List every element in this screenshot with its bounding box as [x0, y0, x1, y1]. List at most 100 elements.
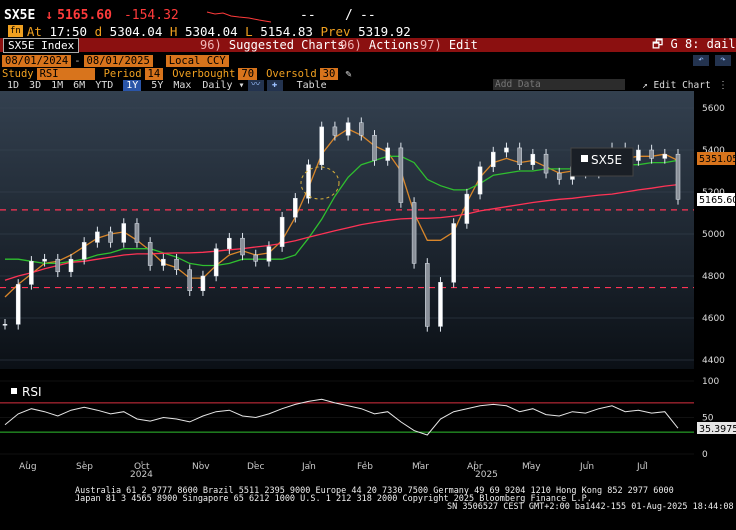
prev-label: Prev	[320, 23, 351, 39]
range-button-ytd[interactable]: YTD	[95, 79, 114, 91]
candle-body	[359, 122, 364, 136]
range-button-1d[interactable]: 1D	[7, 79, 20, 91]
oversold-field[interactable]: 30	[319, 67, 339, 80]
rsi-panel-bg	[0, 373, 694, 463]
candle-body	[279, 216, 285, 247]
month-tick-label: Mar	[412, 462, 429, 472]
candle-body	[425, 263, 430, 327]
last-price-tag-bg	[697, 193, 735, 206]
candle-body	[200, 275, 206, 291]
rsi-tick-label: 100	[702, 377, 719, 387]
bid-ask-dash: --	[300, 7, 316, 23]
end-date-field[interactable]: 08/01/2025	[83, 54, 153, 67]
candle-body	[95, 231, 100, 243]
candle-body	[491, 151, 496, 168]
low-label: L	[245, 23, 253, 39]
rsi-swatch	[11, 388, 17, 394]
legend-label: SX5E	[591, 153, 622, 167]
candle-body	[372, 135, 377, 161]
period-field[interactable]: 14	[144, 67, 164, 80]
suggested-num: 96)	[200, 38, 222, 52]
range-buttons: 1D 3D 1M 6M YTD 1Y 5Y Max	[2, 79, 196, 91]
candle-body	[636, 149, 641, 161]
candle-body	[108, 231, 113, 243]
annotation-circle[interactable]	[300, 166, 340, 200]
quote-detail: fn At 17:50 d 5304.04 H 5304.04 L 5154.8…	[0, 23, 736, 39]
price-tick-label: 5000	[702, 230, 725, 240]
intraday-sparkline	[206, 11, 272, 23]
suggested-charts-menu[interactable]: 96) Suggested Charts	[200, 38, 345, 52]
candle-body	[530, 153, 536, 165]
down-arrow-icon: ↓	[45, 7, 54, 23]
price-chart[interactable]: 4400460048005000520054005600050100 AugSe…	[0, 91, 736, 530]
candle-body	[464, 193, 470, 224]
high-value: 5304.04	[184, 23, 238, 39]
month-tick-label: Apr	[467, 462, 483, 472]
range-button-5y[interactable]: 5Y	[151, 79, 164, 91]
candle-body	[477, 166, 483, 195]
candle-body	[187, 269, 192, 291]
candle-body	[55, 258, 61, 273]
study-row: Study RSI Period 14 Overbought 70 Overso…	[0, 67, 736, 80]
study-field[interactable]: RSI	[36, 67, 95, 80]
range-button-6m[interactable]: 6M	[73, 79, 86, 91]
candle-body	[29, 261, 34, 285]
year-label-2024: 2024	[130, 470, 153, 480]
candle-body	[134, 223, 140, 243]
rsi-tick-label: 0	[702, 450, 708, 460]
ma-tag-bg	[697, 152, 735, 165]
moving-average-line-2	[5, 155, 679, 267]
page-icon: 🗗	[652, 36, 664, 51]
candle-body	[121, 223, 127, 243]
range-button-max[interactable]: Max	[173, 79, 192, 91]
pencil-icon[interactable]: ✎	[345, 67, 352, 80]
range-toolbar: 1D 3D 1M 6M YTD 1Y 5Y Max Daily ▾ 〰 ✚ Table Add…	[0, 79, 736, 91]
footer-line-2: Japan 81 3 4565 8900 Singapore 65 6212 1…	[75, 494, 592, 504]
rsi-line	[4, 398, 679, 436]
candle-body	[42, 258, 47, 262]
line-type-icon[interactable]: 〰	[247, 79, 264, 91]
edit-chart-button[interactable]: ↗ Edit Chart	[642, 80, 711, 91]
news-badge-icon[interactable]: fn	[8, 25, 23, 37]
frequency-select[interactable]: Daily ▾	[202, 80, 244, 91]
edit-menu[interactable]: 97) Edit	[420, 38, 478, 52]
time-label: At	[26, 23, 42, 39]
low-value: 5154.83	[260, 23, 313, 39]
candle-body	[147, 242, 153, 266]
candle-body	[253, 254, 258, 262]
forward-icon[interactable]: ↷	[715, 55, 731, 66]
range-button-1y[interactable]: 1Y	[123, 79, 142, 91]
chart-menu-icon[interactable]: ⋮	[718, 79, 728, 91]
back-icon[interactable]: ↶	[693, 55, 709, 66]
candle-body	[266, 246, 272, 262]
month-tick-label: May	[522, 462, 541, 472]
range-button-3d[interactable]: 3D	[29, 79, 42, 91]
currency-field[interactable]: Local CCY	[165, 54, 229, 67]
annotate-icon[interactable]: ✚	[266, 79, 283, 91]
candle-body	[543, 153, 549, 174]
range-button-1m[interactable]: 1M	[51, 79, 64, 91]
candle-body	[2, 324, 8, 326]
candle-body	[227, 237, 232, 249]
ma-tag: 5351.05	[699, 154, 736, 165]
page-label: G 8: daily	[670, 36, 736, 51]
table-button[interactable]: Table	[296, 79, 327, 91]
frequency-label: Daily	[202, 79, 233, 91]
overbought-field[interactable]: 70	[238, 67, 258, 80]
edit-label: Edit	[448, 38, 478, 52]
actions-menu[interactable]: 96) Actions	[340, 38, 420, 52]
security-field[interactable]: SX5E Index	[3, 37, 80, 53]
month-tick-label: Nov	[192, 462, 210, 472]
ticker[interactable]: SX5E	[4, 7, 36, 23]
price-tick-label: 4600	[702, 314, 725, 324]
start-date-field[interactable]: 08/01/2024	[2, 54, 72, 67]
high-label: H	[169, 23, 178, 39]
candle-body	[332, 126, 338, 136]
month-tick-label: Oct	[134, 462, 150, 472]
footer: Australia 61 2 9777 8600 Brazil 5511 239…	[75, 487, 734, 512]
candle-body	[662, 153, 668, 159]
add-data-input[interactable]: Add Data	[493, 79, 625, 90]
rsi-tick-label: 50	[702, 414, 714, 424]
price-tick-label: 4800	[702, 272, 725, 282]
edit-chart-icon: ↗	[642, 79, 648, 91]
